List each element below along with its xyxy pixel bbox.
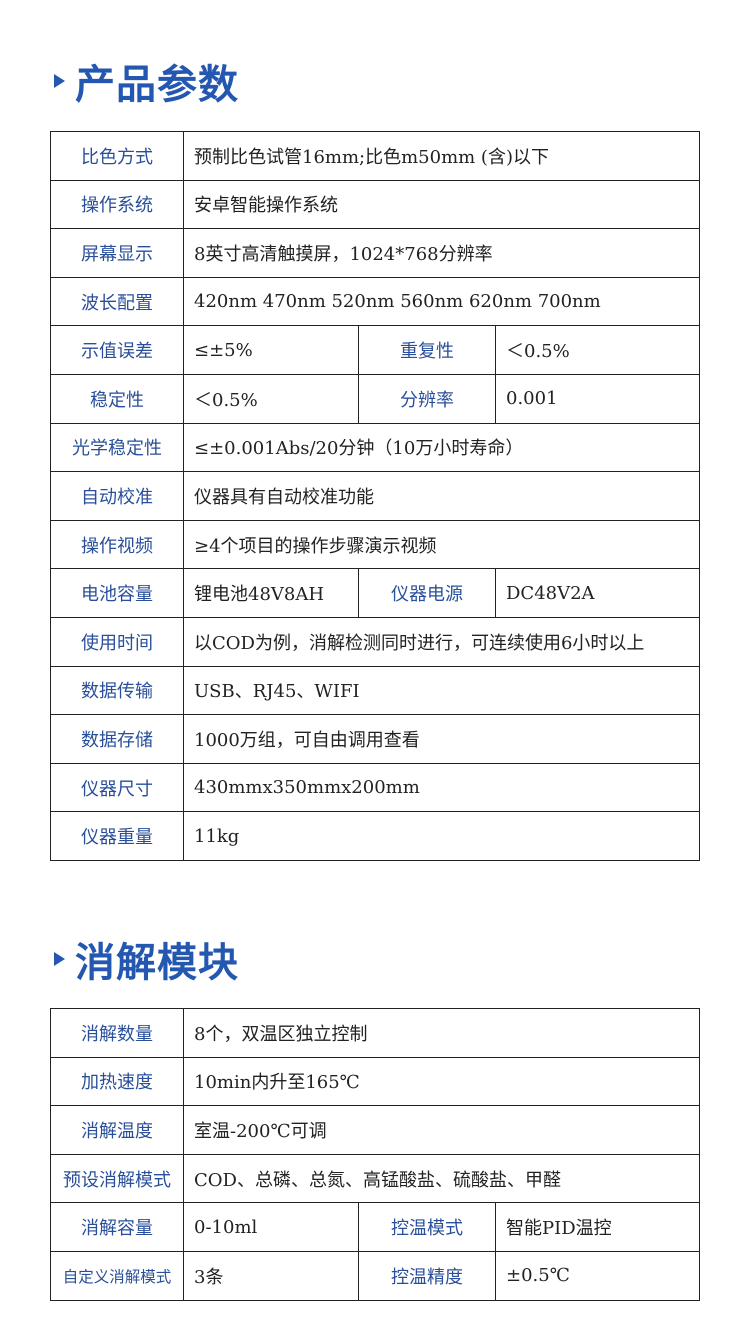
param-label: 数据存储 <box>50 714 184 764</box>
param-label: 消解容量 <box>50 1202 184 1252</box>
param-value: 0.001 <box>494 373 701 424</box>
param-label: 自动校准 <box>50 471 184 521</box>
param-label: 加热速度 <box>50 1056 184 1107</box>
table-row: 操作视频 ≥4个项目的操作步骤演示视频 <box>50 519 701 570</box>
param-value: 8英寸高清触摸屏，1024*768分辨率 <box>182 228 701 278</box>
digestion-table: 消解数量 8个，双温区独立控制 加热速度 10min内升至165℃ 消解温度 室温-200… <box>50 1008 700 1301</box>
param-label: 分辨率 <box>358 373 496 424</box>
param-label: 波长配置 <box>50 276 184 327</box>
table-row: 电池容量 锂电池48V8AH 仪器电源 DC48V2A <box>50 568 701 618</box>
table-row: 稳定性 ＜0.5% 分辨率 0.001 <box>50 373 701 424</box>
param-label: 使用时间 <box>50 616 184 667</box>
param-value: 420nm 470nm 520nm 560nm 620nm 700nm <box>182 276 701 327</box>
table-row: 消解数量 8个，双温区独立控制 <box>50 1008 700 1058</box>
table-row: 预设消解模式 COD、总磷、总氮、高锰酸盐、硫酸盐、甲醛 <box>50 1153 700 1204</box>
param-value: ±0.5℃ <box>495 1250 700 1301</box>
param-value: 11kg <box>182 811 701 861</box>
triangle-icon <box>54 952 65 966</box>
param-value: ≤±5% <box>183 325 359 375</box>
table-row: 加热速度 10min内升至165℃ <box>50 1056 700 1107</box>
param-label: 控温精度 <box>358 1250 496 1301</box>
section-heading-params: 产品参数 <box>54 52 239 110</box>
param-value: 10min内升至165℃ <box>183 1056 700 1107</box>
table-row: 自动校准 仪器具有自动校准功能 <box>50 471 701 521</box>
param-label: 比色方式 <box>50 131 184 181</box>
param-label: 稳定性 <box>50 373 184 424</box>
param-label: 仪器电源 <box>358 568 496 618</box>
table-row: 比色方式 预制比色试管16mm;比色m50mm (含)以下 <box>50 131 701 181</box>
table-row: 屏幕显示 8英寸高清触摸屏，1024*768分辨率 <box>50 228 701 278</box>
param-label: 消解温度 <box>50 1105 184 1155</box>
param-value: USB、RJ45、WIFI <box>182 665 701 716</box>
table-row: 仪器重量 11kg <box>50 811 701 861</box>
param-value: 预制比色试管16mm;比色m50mm (含)以下 <box>182 131 701 181</box>
params-table: 比色方式 预制比色试管16mm;比色m50mm (含)以下 操作系统 安卓智能操作系统… <box>50 131 701 861</box>
table-row: 操作系统 安卓智能操作系统 <box>50 179 701 230</box>
param-value: 安卓智能操作系统 <box>182 179 701 230</box>
param-value: DC48V2A <box>494 568 701 618</box>
param-value: 430mmx350mmx200mm <box>182 762 701 813</box>
table-row: 仪器尺寸 430mmx350mmx200mm <box>50 762 701 813</box>
table-row: 光学稳定性 ≤±0.001Abs/20分钟（10万小时寿命） <box>50 422 701 473</box>
param-value: 以COD为例，消解检测同时进行，可连续使用6小时以上 <box>182 616 701 667</box>
param-value: 8个，双温区独立控制 <box>183 1008 700 1058</box>
param-label: 示值误差 <box>50 325 184 375</box>
table-row: 消解温度 室温-200℃可调 <box>50 1105 700 1155</box>
table-row: 数据存储 1000万组，可自由调用查看 <box>50 714 701 764</box>
table-row: 消解容量 0-10ml 控温模式 智能PID温控 <box>50 1202 700 1252</box>
param-value: 智能PID温控 <box>495 1202 700 1252</box>
triangle-icon <box>54 74 65 88</box>
param-label: 光学稳定性 <box>50 422 184 473</box>
param-label: 重复性 <box>358 325 496 375</box>
param-label: 控温模式 <box>358 1202 496 1252</box>
param-value: COD、总磷、总氮、高锰酸盐、硫酸盐、甲醛 <box>183 1153 700 1204</box>
param-value: 锂电池48V8AH <box>183 568 359 618</box>
table-row: 使用时间 以COD为例，消解检测同时进行，可连续使用6小时以上 <box>50 616 701 667</box>
section-title: 产品参数 <box>75 62 239 108</box>
param-value: ＜0.5% <box>183 373 359 424</box>
param-label: 消解数量 <box>50 1008 184 1058</box>
section-title: 消解模块 <box>75 940 239 986</box>
param-label: 仪器尺寸 <box>50 762 184 813</box>
param-value: 3条 <box>183 1250 359 1301</box>
param-value: 仪器具有自动校准功能 <box>182 471 701 521</box>
param-value: ≤±0.001Abs/20分钟（10万小时寿命） <box>182 422 701 473</box>
param-value: 1000万组，可自由调用查看 <box>182 714 701 764</box>
param-label: 仪器重量 <box>50 811 184 861</box>
table-row: 示值误差 ≤±5% 重复性 ＜0.5% <box>50 325 701 375</box>
section-heading-digestion: 消解模块 <box>54 930 239 988</box>
table-row: 数据传输 USB、RJ45、WIFI <box>50 665 701 716</box>
table-row: 自定义消解模式 3条 控温精度 ±0.5℃ <box>50 1250 700 1301</box>
param-label: 操作系统 <box>50 179 184 230</box>
param-value: ＜0.5% <box>494 325 701 375</box>
param-label: 操作视频 <box>50 519 184 570</box>
param-label: 自定义消解模式 <box>50 1250 184 1301</box>
param-label: 预设消解模式 <box>50 1153 184 1204</box>
param-value: 0-10ml <box>183 1202 359 1252</box>
param-label: 屏幕显示 <box>50 228 184 278</box>
param-value: 室温-200℃可调 <box>183 1105 700 1155</box>
table-row: 波长配置 420nm 470nm 520nm 560nm 620nm 700nm <box>50 276 701 327</box>
param-label: 电池容量 <box>50 568 184 618</box>
param-label: 数据传输 <box>50 665 184 716</box>
param-value: ≥4个项目的操作步骤演示视频 <box>182 519 701 570</box>
